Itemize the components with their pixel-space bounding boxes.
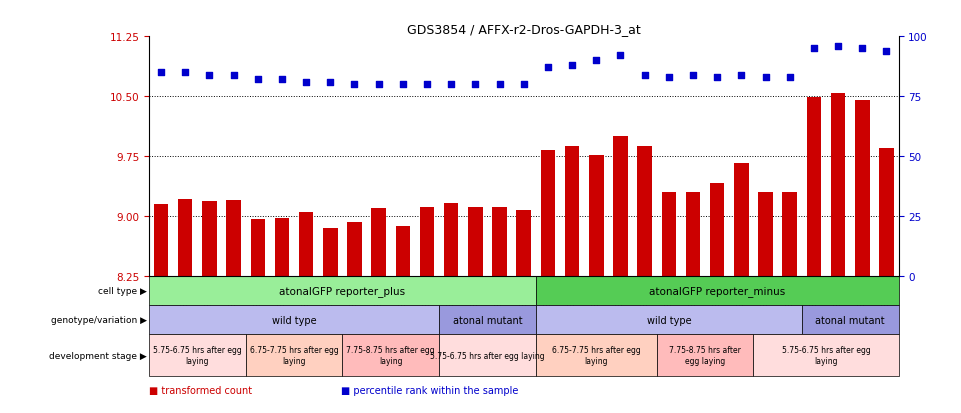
Bar (536, 277, 899, 306)
Bar (516, 211, 531, 277)
Point (782, 75, 798, 81)
Point (613, 53, 628, 59)
Bar (661, 193, 677, 277)
Bar (879, 149, 894, 277)
Point (274, 77, 289, 83)
Point (661, 75, 677, 81)
Bar (536, 306, 801, 335)
Point (468, 82, 483, 88)
Bar (299, 213, 313, 277)
Text: atonalGFP reporter_plus: atonalGFP reporter_plus (280, 286, 406, 297)
Point (299, 79, 314, 86)
Text: 5.75-6.75 hrs after egg laying: 5.75-6.75 hrs after egg laying (431, 351, 545, 360)
Point (178, 70, 193, 76)
Bar (541, 151, 555, 277)
Bar (439, 306, 536, 335)
Bar (149, 335, 246, 376)
Bar (565, 147, 579, 277)
Bar (251, 219, 265, 277)
Point (854, 46, 870, 52)
Bar (347, 223, 361, 277)
Bar (396, 226, 410, 277)
Bar (656, 335, 753, 376)
Bar (149, 277, 536, 306)
Bar (710, 183, 725, 277)
Text: wild type: wild type (647, 315, 691, 325)
Bar (178, 199, 192, 277)
Text: development stage ▶: development stage ▶ (49, 351, 147, 360)
Point (685, 72, 701, 79)
Bar (806, 98, 821, 277)
Text: 7.75-8.75 hrs after
egg laying: 7.75-8.75 hrs after egg laying (669, 346, 741, 365)
Point (709, 75, 725, 81)
Point (323, 79, 338, 86)
Bar (734, 163, 749, 277)
Bar (149, 306, 439, 335)
Bar (468, 207, 482, 277)
Text: atonal mutant: atonal mutant (815, 315, 885, 325)
Point (250, 77, 265, 83)
Text: genotype/variation ▶: genotype/variation ▶ (51, 316, 147, 325)
Bar (536, 335, 656, 376)
Text: wild type: wild type (272, 315, 316, 325)
Bar (637, 147, 652, 277)
Text: cell type ▶: cell type ▶ (98, 287, 147, 296)
Point (371, 82, 386, 88)
Point (516, 82, 531, 88)
Point (226, 72, 241, 79)
Bar (154, 205, 168, 277)
Text: ■ percentile rank within the sample: ■ percentile rank within the sample (341, 385, 519, 395)
Text: 6.75-7.75 hrs after egg
laying: 6.75-7.75 hrs after egg laying (250, 346, 338, 365)
Text: 5.75-6.75 hrs after egg
laying: 5.75-6.75 hrs after egg laying (153, 346, 241, 365)
Point (806, 46, 822, 52)
Point (154, 70, 169, 76)
Point (492, 82, 507, 88)
Bar (801, 306, 899, 335)
Bar (492, 207, 506, 277)
Point (540, 65, 555, 71)
Bar (444, 203, 458, 277)
Bar (342, 335, 439, 376)
Bar (782, 193, 797, 277)
Bar (855, 101, 870, 277)
Bar (613, 137, 628, 277)
Bar (439, 335, 536, 376)
Point (419, 82, 434, 88)
Point (878, 48, 894, 55)
Bar (831, 94, 846, 277)
Point (830, 43, 846, 50)
Bar (753, 335, 899, 376)
Point (564, 63, 579, 69)
Text: 5.75-6.75 hrs after egg
laying: 5.75-6.75 hrs after egg laying (781, 346, 871, 365)
Title: GDS3854 / AFFX-r2-Dros-GAPDH-3_at: GDS3854 / AFFX-r2-Dros-GAPDH-3_at (407, 23, 641, 36)
Point (733, 72, 749, 79)
Bar (686, 193, 701, 277)
Bar (246, 335, 342, 376)
Text: ■ transformed count: ■ transformed count (149, 385, 252, 395)
Bar (758, 193, 773, 277)
Bar (275, 218, 289, 277)
Point (347, 82, 362, 88)
Bar (323, 229, 337, 277)
Text: 7.75-8.75 hrs after egg
laying: 7.75-8.75 hrs after egg laying (347, 346, 435, 365)
Bar (202, 202, 216, 277)
Bar (227, 200, 241, 277)
Bar (420, 207, 434, 277)
Text: atonalGFP reporter_minus: atonalGFP reporter_minus (649, 286, 785, 297)
Point (395, 82, 410, 88)
Text: 6.75-7.75 hrs after egg
laying: 6.75-7.75 hrs after egg laying (552, 346, 641, 365)
Point (637, 72, 653, 79)
Bar (589, 155, 604, 277)
Point (758, 75, 774, 81)
Text: atonal mutant: atonal mutant (453, 315, 522, 325)
Bar (371, 209, 386, 277)
Point (444, 82, 459, 88)
Point (202, 72, 217, 79)
Point (588, 58, 604, 64)
